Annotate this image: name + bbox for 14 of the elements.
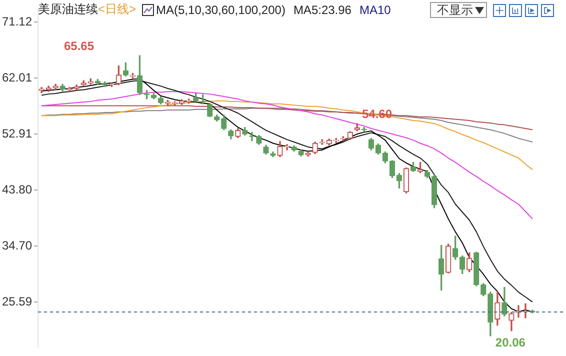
y-tick-label: 52.91	[2, 126, 32, 140]
y-tick-label: 62.01	[2, 70, 32, 84]
y-tick-label: 43.80	[2, 182, 32, 196]
annotation: 65.65	[64, 39, 94, 53]
annotation: 不显示	[437, 2, 473, 18]
annotation: 20.06	[495, 335, 526, 350]
chart-subtitle: <日线>	[98, 1, 136, 18]
chart-title: 美原油连续	[38, 1, 98, 18]
annotation: MA10	[359, 2, 391, 16]
annotation: MA(5,10,30,60,100,200)	[156, 2, 286, 16]
y-tick-label: 34.70	[2, 238, 32, 252]
y-tick-label: 71.12	[2, 14, 32, 28]
annotation: MA5:23.96	[293, 2, 352, 16]
y-tick-label: 25.59	[2, 294, 32, 308]
